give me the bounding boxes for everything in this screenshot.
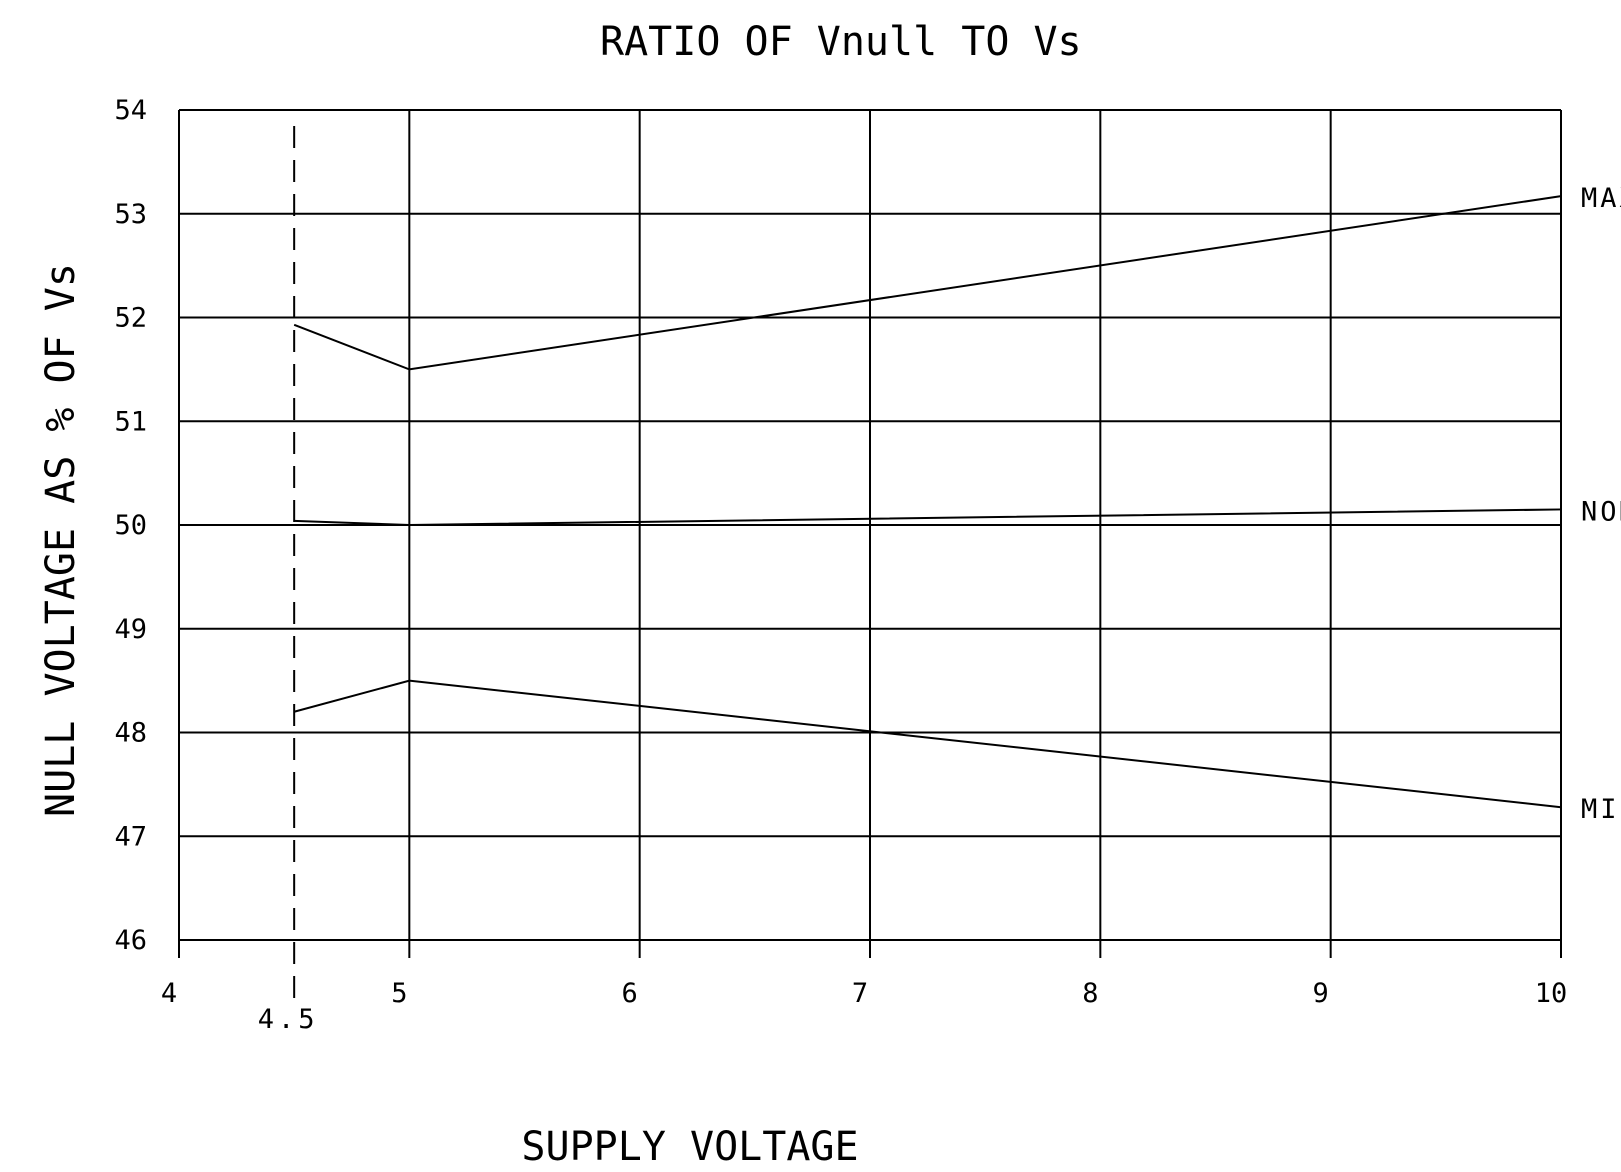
series-line-nom (294, 508, 1562, 527)
x-tick-label-8: 8 (1082, 978, 1098, 1009)
x-tick-label-10: 10 (1535, 978, 1568, 1009)
x-tick-label-4: 4 (161, 978, 177, 1009)
y-tick-label-46: 46 (114, 925, 147, 956)
y-axis-label: NULL VOLTAGE AS % OF Vs (38, 263, 84, 817)
series-label-nom: NOM (1581, 496, 1621, 527)
x-tick-label-6: 6 (622, 978, 638, 1009)
x-tick-label-9: 9 (1313, 978, 1329, 1009)
y-tick-label-52: 52 (114, 303, 147, 334)
x-tick-label-7: 7 (852, 978, 868, 1009)
x-tick-label-5: 5 (391, 978, 407, 1009)
y-tick-label-54: 54 (114, 95, 147, 126)
x-axis-label: SUPPLY VOLTAGE (521, 1124, 858, 1170)
y-tick-label-47: 47 (114, 821, 147, 852)
y-tick-label-51: 51 (114, 406, 147, 437)
series-label-max: MAX (1581, 183, 1621, 214)
y-tick-label-53: 53 (114, 199, 147, 230)
y-tick-label-49: 49 (114, 614, 147, 645)
series-line-max (293, 195, 1562, 371)
y-tick-label-48: 48 (114, 718, 147, 749)
chart-title: RATIO OF Vnull TO Vs (600, 19, 1082, 65)
tick-labels: 46 47 48 49 50 51 52 53 54 4 5 6 7 8 9 10 (114, 95, 1567, 1009)
series-label-min: MIN (1581, 794, 1621, 825)
reference-line-group: 4.5 (258, 126, 319, 1035)
grid (178, 109, 1562, 958)
reference-line-label: 4.5 (258, 1004, 319, 1035)
series-group: MAX NOM MIN (293, 183, 1621, 825)
y-tick-label-50: 50 (114, 510, 147, 541)
series-line-min (293, 679, 1562, 809)
